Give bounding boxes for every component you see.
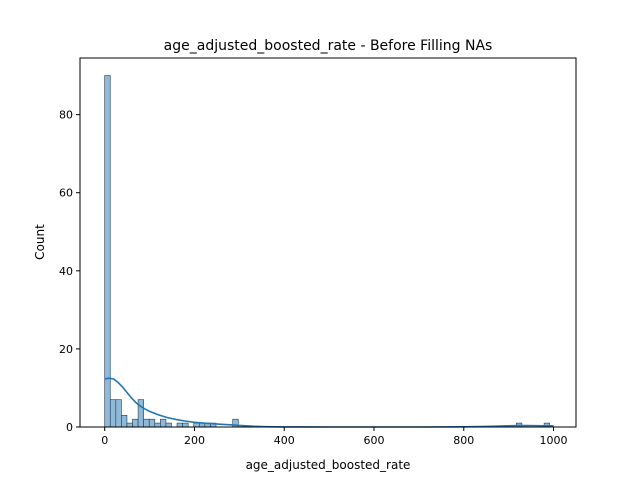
histogram-bar (176, 422, 183, 428)
histogram-bar (132, 418, 139, 428)
x-tick-label: 0 (101, 434, 108, 447)
histogram-bar (115, 399, 122, 428)
kde-curve (104, 377, 554, 428)
histogram-bar (143, 418, 150, 428)
histogram-bar (137, 399, 144, 428)
y-tick-label: 20 (59, 343, 73, 356)
histogram-bar (109, 399, 117, 428)
plot-frame (79, 57, 577, 428)
x-tick-label: 600 (364, 434, 385, 447)
histogram-bar (104, 75, 111, 428)
y-axis-label: Count (33, 224, 47, 260)
chart-title: age_adjusted_boosted_rate - Before Filli… (164, 38, 493, 54)
y-tick-label: 0 (66, 421, 73, 434)
x-tick-label: 200 (184, 434, 205, 447)
histogram-bar (121, 414, 128, 428)
y-tick-label: 40 (59, 265, 73, 278)
histogram-bar (148, 418, 156, 428)
y-tick-label: 80 (59, 109, 73, 122)
histogram-bar (182, 422, 189, 428)
x-axis-ticks: 0 200 400 600 800 1000 (101, 427, 568, 447)
x-axis-label: age_adjusted_boosted_rate (246, 458, 411, 472)
histogram-bar (126, 422, 133, 428)
x-tick-label: 1000 (540, 434, 568, 447)
x-tick-label: 800 (453, 434, 474, 447)
histogram-bar (165, 422, 172, 428)
x-tick-label: 400 (274, 434, 295, 447)
histogram-bar (160, 418, 167, 428)
histogram-bar (154, 422, 161, 428)
y-axis-ticks: 0 20 40 60 80 (59, 109, 80, 434)
histogram-bars (104, 75, 550, 428)
histogram-bar (193, 422, 200, 428)
y-tick-label: 60 (59, 187, 73, 200)
